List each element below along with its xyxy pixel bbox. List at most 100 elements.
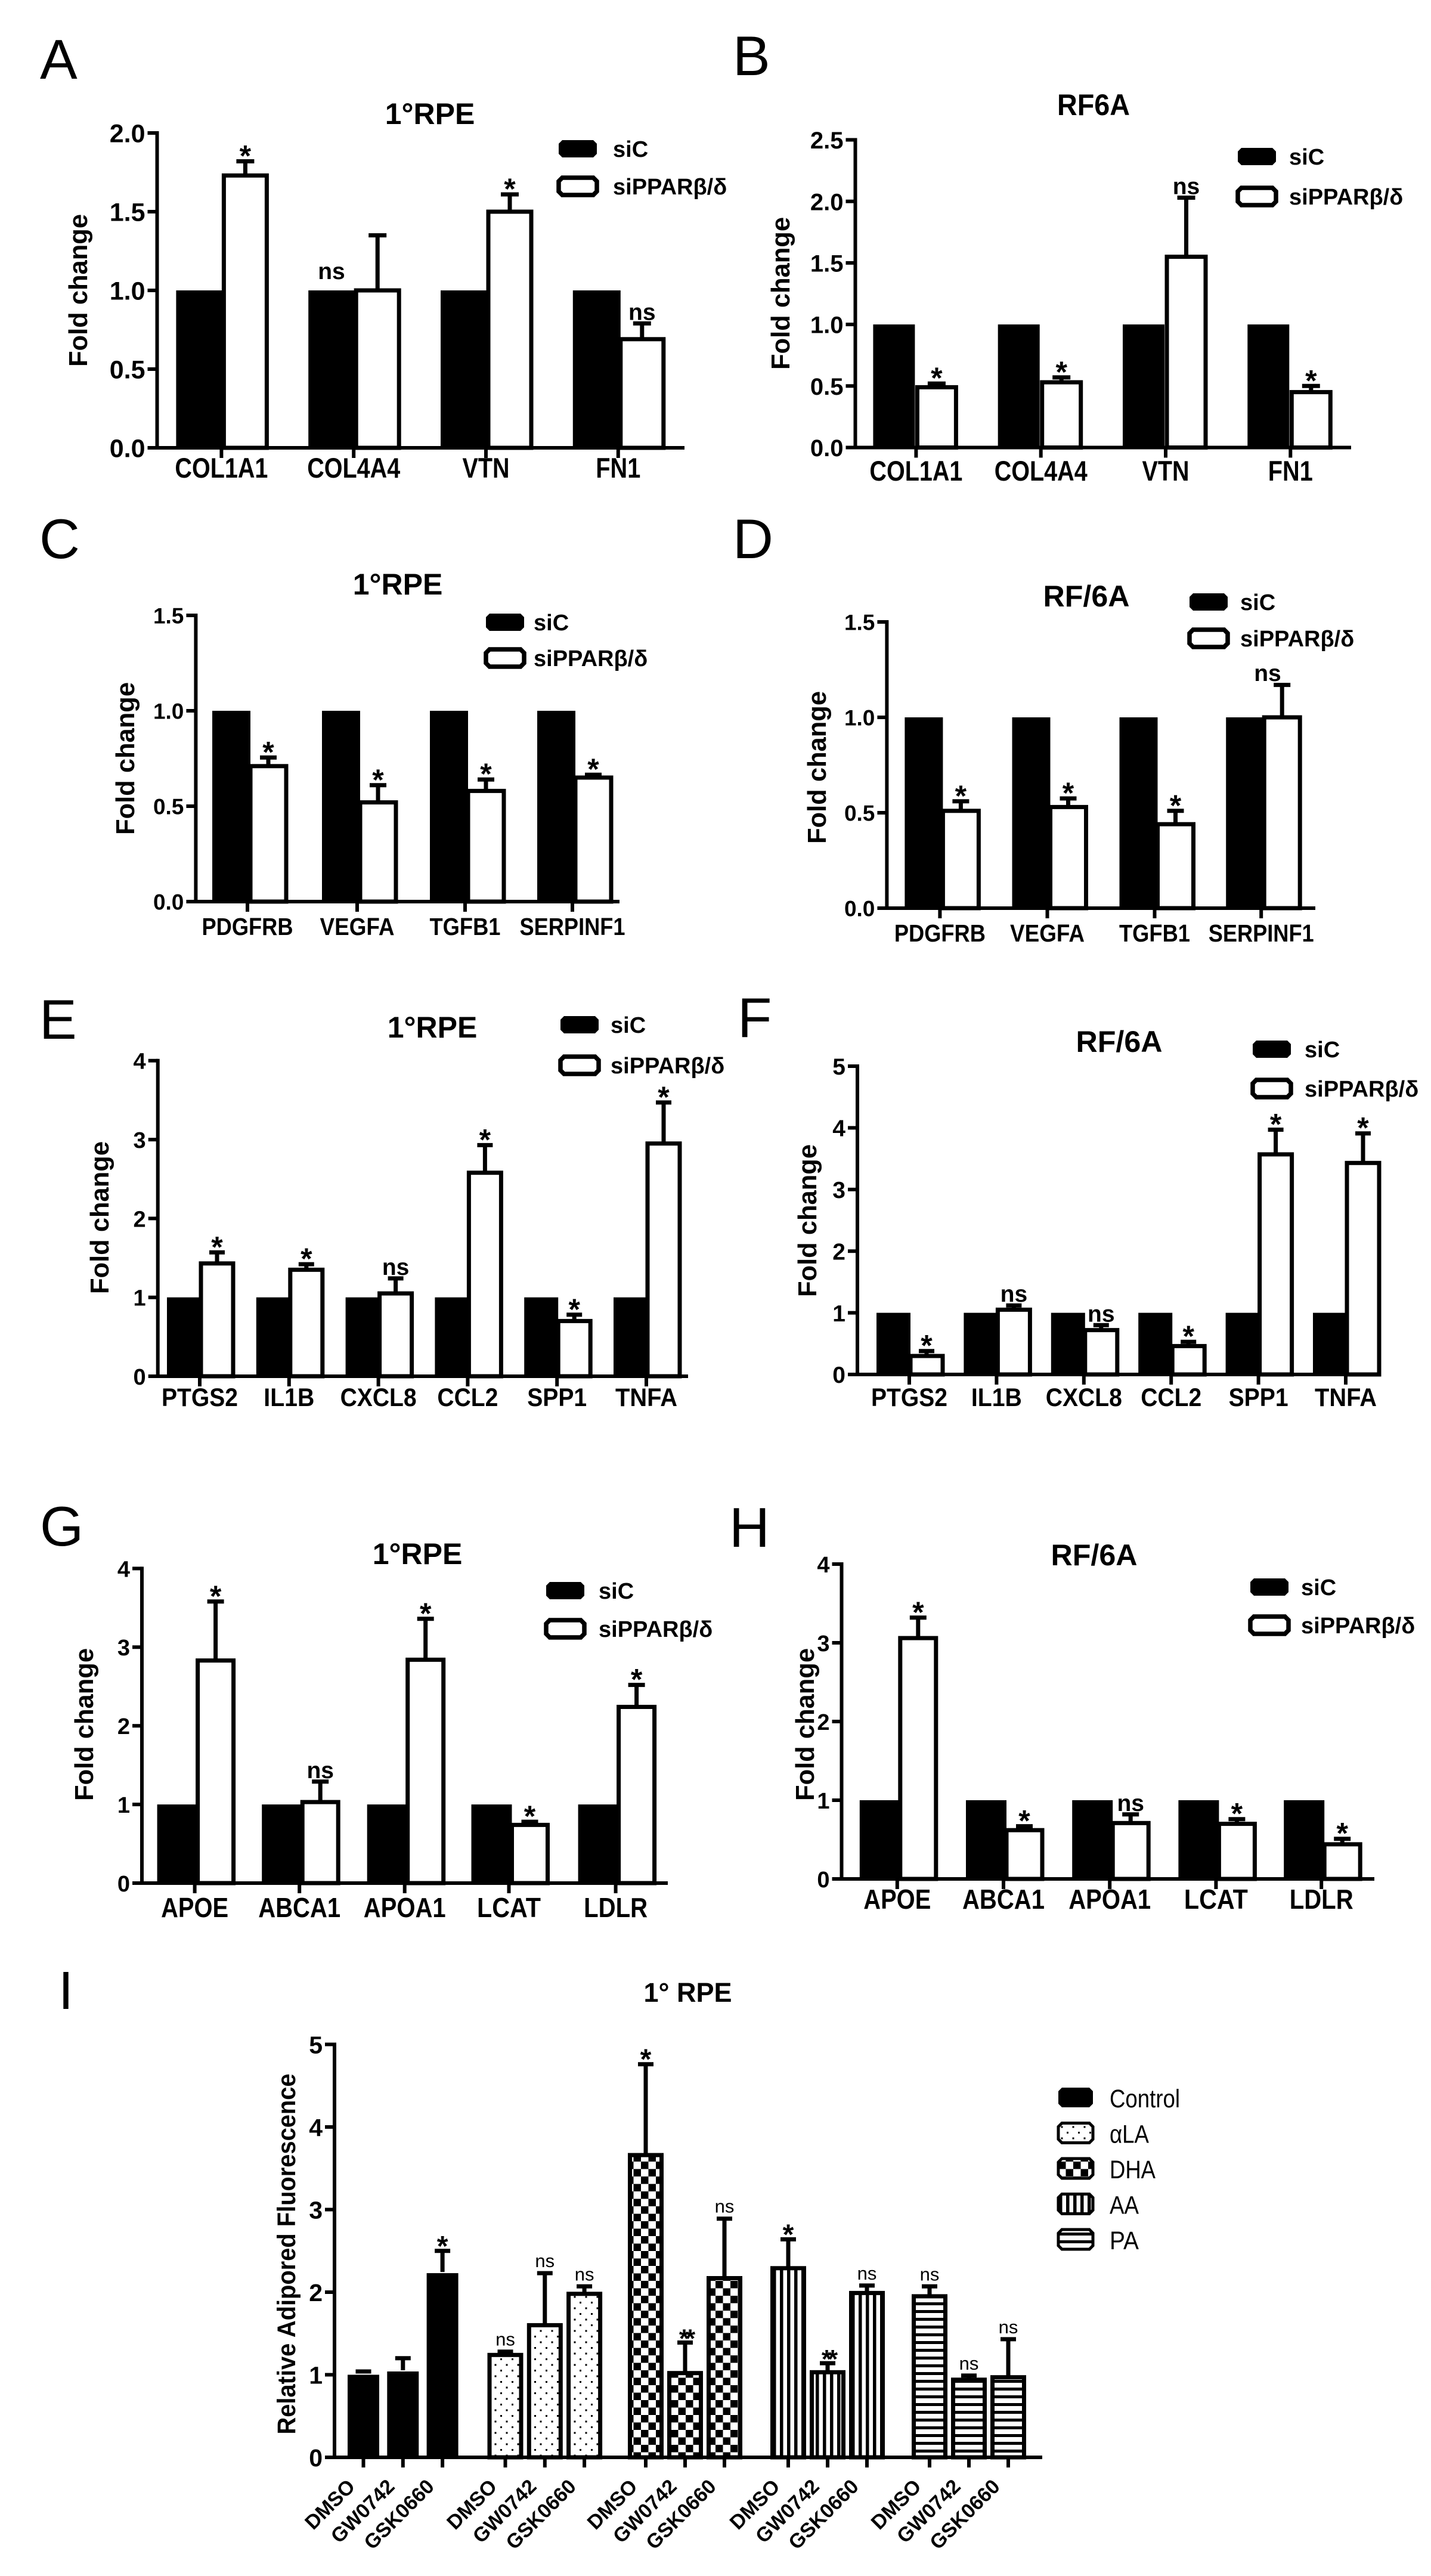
svg-text:SPP1: SPP1 bbox=[1229, 1383, 1288, 1412]
svg-text:1°RPE: 1°RPE bbox=[385, 97, 475, 131]
svg-text:2: 2 bbox=[117, 1714, 130, 1739]
svg-text:0.5: 0.5 bbox=[110, 356, 145, 385]
svg-text:3: 3 bbox=[309, 2197, 323, 2224]
svg-text:D: D bbox=[733, 507, 773, 570]
svg-text:3: 3 bbox=[817, 1631, 829, 1657]
svg-text:Fold change: Fold change bbox=[766, 217, 795, 370]
svg-text:0.0: 0.0 bbox=[810, 435, 844, 462]
svg-text:Fold change: Fold change bbox=[803, 691, 832, 844]
svg-text:Fold change: Fold change bbox=[111, 682, 140, 835]
svg-text:*: * bbox=[955, 779, 967, 813]
svg-text:*: * bbox=[931, 361, 943, 395]
svg-text:αLA: αLA bbox=[1110, 2120, 1149, 2149]
svg-text:DHA: DHA bbox=[1110, 2156, 1156, 2184]
svg-text:4: 4 bbox=[134, 1049, 146, 1075]
svg-text:ns: ns bbox=[920, 2264, 940, 2284]
svg-text:ns: ns bbox=[495, 2329, 515, 2350]
svg-text:ns: ns bbox=[857, 2263, 877, 2284]
svg-text:*: * bbox=[301, 1242, 312, 1275]
svg-text:siC: siC bbox=[534, 611, 569, 636]
svg-text:PTGS2: PTGS2 bbox=[871, 1383, 947, 1412]
svg-text:1: 1 bbox=[117, 1793, 130, 1818]
svg-text:0: 0 bbox=[117, 1872, 130, 1897]
svg-text:1: 1 bbox=[134, 1286, 146, 1311]
svg-text:*: * bbox=[479, 1123, 491, 1156]
svg-text:0.5: 0.5 bbox=[844, 801, 875, 826]
svg-text:0: 0 bbox=[309, 2444, 323, 2472]
svg-text:0.0: 0.0 bbox=[110, 435, 145, 463]
svg-text:TGFB1: TGFB1 bbox=[430, 913, 501, 940]
svg-text:APOE: APOE bbox=[161, 1892, 228, 1923]
svg-text:siPPARβ/δ: siPPARβ/δ bbox=[1301, 1614, 1415, 1639]
svg-text:1.0: 1.0 bbox=[844, 706, 875, 730]
svg-text:0.0: 0.0 bbox=[844, 897, 875, 921]
svg-text:*: * bbox=[1305, 364, 1317, 397]
svg-text:siC: siC bbox=[1305, 1038, 1340, 1063]
svg-text:*: * bbox=[658, 1080, 670, 1114]
svg-text:COL4A4: COL4A4 bbox=[307, 452, 400, 484]
svg-text:0.5: 0.5 bbox=[810, 374, 844, 400]
svg-text:*: * bbox=[372, 763, 384, 797]
svg-text:Fold change: Fold change bbox=[791, 1648, 820, 1801]
svg-text:ns: ns bbox=[1173, 174, 1200, 200]
svg-text:Fold change: Fold change bbox=[85, 1141, 114, 1294]
svg-text:TNFA: TNFA bbox=[1315, 1383, 1377, 1412]
svg-text:TGFB1: TGFB1 bbox=[1119, 919, 1190, 947]
svg-text:RF/6A: RF/6A bbox=[1076, 1025, 1163, 1058]
svg-text:1°RPE: 1°RPE bbox=[353, 568, 443, 601]
svg-text:ns: ns bbox=[999, 2317, 1018, 2337]
svg-text:ns: ns bbox=[1001, 1281, 1028, 1307]
svg-text:3: 3 bbox=[832, 1178, 845, 1203]
svg-text:4: 4 bbox=[117, 1557, 130, 1582]
svg-text:0.5: 0.5 bbox=[153, 795, 184, 819]
svg-text:Relative Adipored Fluorescence: Relative Adipored Fluorescence bbox=[272, 2074, 301, 2435]
svg-text:ABCA1: ABCA1 bbox=[962, 1884, 1045, 1915]
svg-text:ns: ns bbox=[382, 1255, 410, 1280]
svg-text:C: C bbox=[39, 507, 80, 570]
svg-text:COL4A4: COL4A4 bbox=[995, 455, 1088, 487]
svg-text:5: 5 bbox=[832, 1054, 845, 1080]
svg-text:CCL2: CCL2 bbox=[437, 1383, 498, 1412]
svg-text:1.5: 1.5 bbox=[153, 604, 184, 628]
svg-text:*: * bbox=[587, 753, 599, 786]
svg-text:3: 3 bbox=[117, 1636, 130, 1661]
svg-text:CXCL8: CXCL8 bbox=[340, 1383, 417, 1412]
svg-text:LCAT: LCAT bbox=[477, 1892, 541, 1923]
svg-text:1°RPE: 1°RPE bbox=[373, 1537, 463, 1571]
svg-text:LCAT: LCAT bbox=[1184, 1884, 1248, 1915]
svg-text:VTN: VTN bbox=[463, 452, 510, 484]
svg-text:VEGFA: VEGFA bbox=[320, 913, 395, 940]
svg-text:COL1A1: COL1A1 bbox=[175, 452, 268, 484]
svg-text:VEGFA: VEGFA bbox=[1010, 919, 1085, 947]
svg-text:1.0: 1.0 bbox=[810, 312, 844, 339]
svg-text:F: F bbox=[738, 986, 772, 1049]
svg-text:*: * bbox=[1336, 1817, 1348, 1850]
svg-text:E: E bbox=[39, 988, 77, 1051]
svg-text:1: 1 bbox=[832, 1301, 845, 1327]
svg-text:PDGFRB: PDGFRB bbox=[202, 913, 293, 940]
svg-text:siPPARβ/δ: siPPARβ/δ bbox=[1305, 1077, 1418, 1102]
svg-text:G: G bbox=[40, 1495, 83, 1558]
svg-text:I: I bbox=[58, 1961, 73, 2021]
svg-text:SERPINF1: SERPINF1 bbox=[1209, 919, 1314, 947]
svg-text:*: * bbox=[1182, 1320, 1194, 1353]
svg-text:siC: siC bbox=[1301, 1575, 1336, 1600]
svg-text:SERPINF1: SERPINF1 bbox=[520, 913, 625, 940]
svg-text:2: 2 bbox=[817, 1710, 829, 1735]
svg-text:CXCL8: CXCL8 bbox=[1046, 1383, 1122, 1412]
svg-text:4: 4 bbox=[817, 1553, 829, 1578]
svg-text:*: * bbox=[210, 1580, 222, 1613]
svg-text:Fold change: Fold change bbox=[64, 214, 93, 367]
svg-text:B: B bbox=[733, 24, 770, 87]
svg-text:2: 2 bbox=[832, 1239, 845, 1265]
svg-text:ns: ns bbox=[715, 2196, 735, 2217]
svg-text:VTN: VTN bbox=[1142, 455, 1190, 487]
svg-text:LDLR: LDLR bbox=[584, 1892, 648, 1923]
svg-text:AA: AA bbox=[1110, 2191, 1139, 2220]
svg-text:*: * bbox=[524, 1800, 536, 1833]
svg-text:*: * bbox=[1170, 789, 1182, 822]
svg-text:PTGS2: PTGS2 bbox=[162, 1383, 238, 1412]
svg-text:*: * bbox=[1018, 1804, 1030, 1838]
svg-text:Fold change: Fold change bbox=[793, 1144, 822, 1297]
svg-text:0.0: 0.0 bbox=[153, 890, 184, 915]
